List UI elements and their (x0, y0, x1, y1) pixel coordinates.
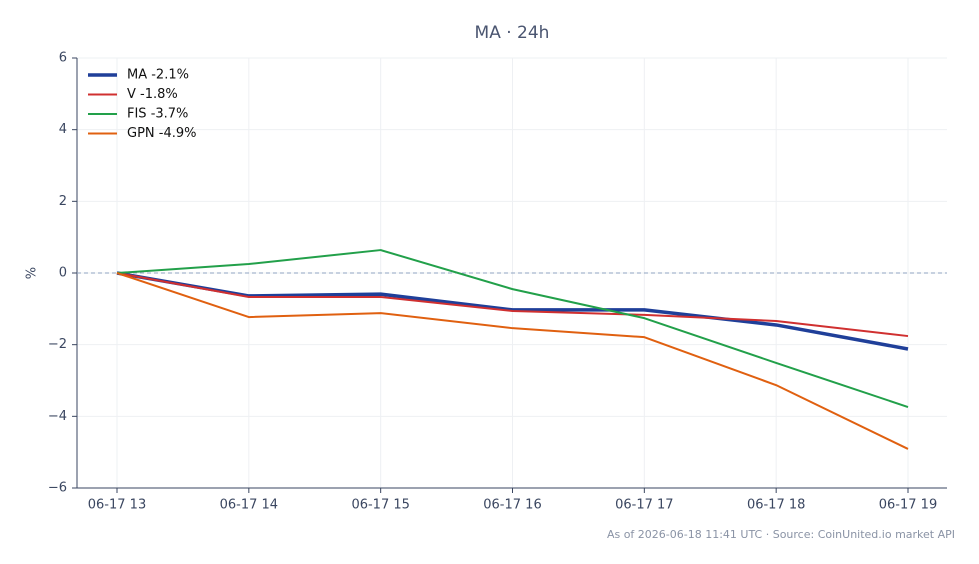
footnote: As of 2026-06-18 11:41 UTC · Source: Coi… (607, 528, 955, 541)
series-line (116, 271, 909, 351)
x-tick-label: 06-17 13 (88, 498, 146, 513)
y-tick-label: 2 (59, 194, 67, 209)
series-line (116, 272, 909, 338)
legend-label: V -1.8% (127, 87, 178, 102)
legend-label: MA -2.1% (127, 68, 189, 83)
legend-label: GPN -4.9% (127, 126, 197, 141)
chart-title: MA · 24h (475, 23, 550, 43)
x-tick-label: 06-17 18 (747, 498, 805, 513)
x-tick-label: 06-17 16 (483, 498, 541, 513)
y-tick-label: −6 (48, 481, 67, 496)
x-tick-label: 06-17 15 (351, 498, 409, 513)
x-tick-label: 06-17 17 (615, 498, 673, 513)
series-line (116, 249, 909, 408)
y-tick-label: −2 (48, 337, 67, 352)
y-tick-label: −4 (48, 409, 67, 424)
y-axis-label: % (25, 267, 40, 279)
x-tick-label: 06-17 19 (879, 498, 937, 513)
series-line (116, 272, 909, 450)
x-tick-label: 06-17 14 (220, 498, 278, 513)
y-tick-label: 6 (59, 51, 67, 66)
y-tick-label: 4 (59, 122, 67, 137)
y-tick-label: 0 (59, 266, 67, 281)
legend-label: FIS -3.7% (127, 107, 188, 122)
